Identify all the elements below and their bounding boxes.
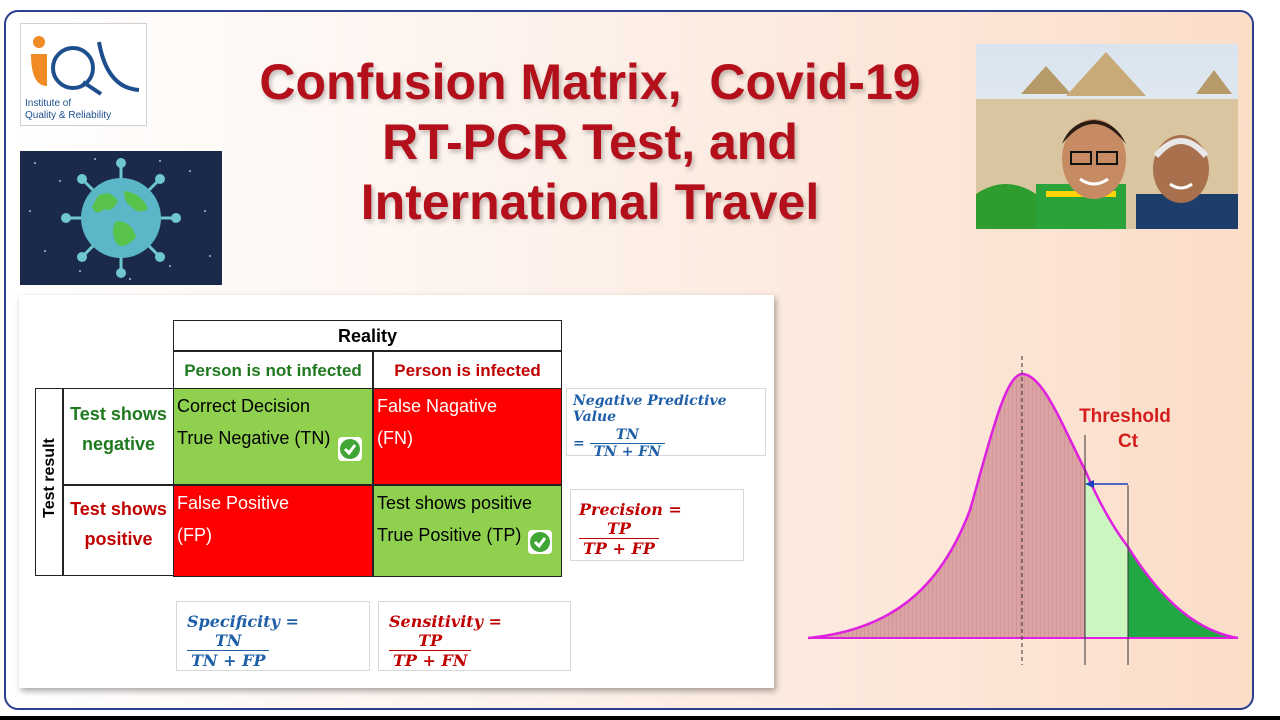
confusion-matrix-panel: Reality Person is not infected Person is… bbox=[19, 295, 774, 688]
page-title: Confusion Matrix, Covid-19 RT-PCR Test, … bbox=[195, 52, 985, 232]
sensitivity-num: TP bbox=[389, 631, 472, 651]
sensitivity-label: Sensitivity = bbox=[389, 612, 502, 631]
negative-region bbox=[808, 374, 1085, 638]
positive-region bbox=[1128, 547, 1238, 638]
false-negative-cell: False Nagative (FN) bbox=[373, 388, 562, 485]
npv-formula: Negative Predictive Value = TN TN + FN bbox=[566, 388, 766, 460]
reality-header: Reality bbox=[337, 326, 398, 346]
distribution-curve bbox=[807, 372, 1239, 640]
tn-line1: Correct Decision bbox=[177, 396, 311, 416]
test-result-cell: Test result bbox=[35, 388, 63, 576]
test-result-label: Test result bbox=[41, 438, 58, 518]
row-positive-line2: positive bbox=[84, 529, 153, 549]
specificity-label: Specificity = bbox=[187, 612, 299, 631]
logo-line1: Institute of bbox=[25, 98, 72, 109]
row-negative-header: Test shows negative bbox=[63, 388, 174, 485]
col-infected-label: Person is infected bbox=[394, 361, 541, 380]
row-negative-line2: negative bbox=[81, 434, 156, 454]
fn-line2: (FN) bbox=[377, 428, 413, 448]
false-negative-region bbox=[1085, 470, 1128, 638]
reality-header-cell: Reality bbox=[173, 320, 562, 351]
true-positive-cell: Test shows positive True Positive (TP) bbox=[373, 485, 562, 577]
precision-label: Precision = bbox=[579, 500, 682, 519]
fn-line1: False Nagative bbox=[377, 396, 498, 416]
specificity-formula: Specificity = TN TN + FP bbox=[176, 601, 370, 671]
fp-line2: (FP) bbox=[177, 525, 212, 545]
check-icon bbox=[528, 530, 552, 554]
precision-num: TP bbox=[579, 519, 659, 539]
sensitivity-formula: Sensitivity = TP TP + FN bbox=[378, 601, 571, 671]
npv-label: Negative Predictive Value bbox=[573, 393, 727, 425]
row-positive-header: Test shows positive bbox=[63, 485, 174, 576]
iqr-logo: Institute of Quality & Reliability bbox=[20, 23, 147, 126]
col-header-not-infected: Person is not infected bbox=[173, 351, 373, 389]
tp-line2: True Positive (TP) bbox=[377, 525, 522, 545]
tn-line2: True Negative (TN) bbox=[177, 428, 331, 448]
threshold-distribution-chart: Threshold Ct bbox=[807, 356, 1239, 665]
col-not-infected-label: Person is not infected bbox=[184, 361, 362, 380]
arrow-head-icon bbox=[1085, 480, 1094, 488]
npv-eq: = bbox=[573, 435, 585, 452]
col-header-infected: Person is infected bbox=[373, 351, 562, 389]
ct-label: Ct bbox=[1118, 431, 1139, 452]
specificity-den: TN + FP bbox=[191, 651, 266, 670]
npv-num: TN bbox=[589, 427, 666, 444]
true-negative-cell: Correct Decision True Negative (TN) bbox=[173, 388, 373, 485]
fp-line1: False Positive bbox=[177, 493, 290, 513]
title-line1: Confusion Matrix, Covid-19 bbox=[259, 54, 921, 110]
row-negative-line1: Test shows bbox=[70, 404, 167, 424]
row-positive-line1: Test shows bbox=[70, 499, 167, 519]
threshold-label: Threshold bbox=[1079, 406, 1171, 427]
specificity-num: TN bbox=[187, 631, 270, 651]
title-line2: RT-PCR Test, and bbox=[382, 114, 798, 170]
iqr-logo-icon bbox=[31, 36, 140, 96]
logo-text: Institute of Quality & Reliability bbox=[25, 98, 111, 122]
covid-globe-image bbox=[20, 151, 222, 285]
false-positive-cell: False Positive (FP) bbox=[173, 485, 373, 577]
precision-den: TP + FP bbox=[583, 539, 655, 558]
pyramids-photo bbox=[976, 44, 1238, 229]
npv-den: TN + FN bbox=[593, 444, 662, 460]
title-line3: International Travel bbox=[360, 174, 820, 230]
bottom-border bbox=[0, 716, 1280, 720]
sensitivity-den: TP + FN bbox=[393, 651, 468, 670]
tp-line1: Test shows positive bbox=[377, 493, 533, 513]
check-icon bbox=[338, 437, 362, 461]
precision-formula: Precision = TP TP + FP bbox=[570, 489, 744, 561]
logo-line2: Quality & Reliability bbox=[25, 110, 112, 121]
